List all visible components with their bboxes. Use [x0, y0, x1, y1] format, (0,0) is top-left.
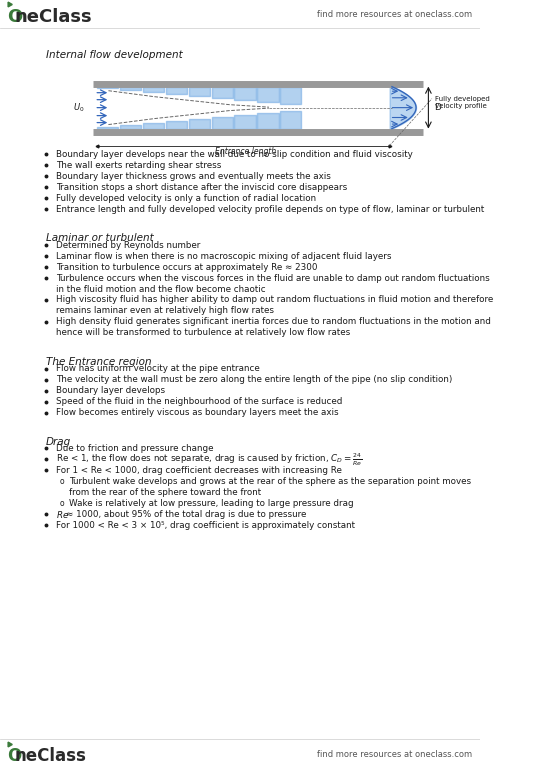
Text: High viscosity fluid has higher ability to damp out random fluctuations in fluid: High viscosity fluid has higher ability … [55, 296, 493, 304]
Text: find more resources at oneclass.com: find more resources at oneclass.com [317, 10, 473, 19]
Text: Wake is relatively at low pressure, leading to large pressure drag: Wake is relatively at low pressure, lead… [69, 499, 354, 507]
Text: Boundary layer thickness grows and eventually meets the axis: Boundary layer thickness grows and event… [55, 172, 330, 181]
Text: High density fluid generates significant inertia forces due to random fluctuatio: High density fluid generates significant… [55, 317, 490, 326]
Text: Boundary layer develops near the wall due to no slip condition and fluid viscosi: Boundary layer develops near the wall du… [55, 150, 412, 159]
Text: Fully developed velocity is only a function of radial location: Fully developed velocity is only a funct… [55, 194, 316, 203]
Text: Boundary layer develops: Boundary layer develops [55, 387, 165, 395]
Text: Determined by Reynolds number: Determined by Reynolds number [55, 241, 200, 249]
Text: o: o [60, 499, 65, 507]
Text: $U_0$: $U_0$ [73, 102, 84, 114]
Text: remains laminar even at relatively high flow rates: remains laminar even at relatively high … [55, 306, 274, 316]
Text: Transition stops a short distance after the inviscid core disappears: Transition stops a short distance after … [55, 182, 347, 192]
Text: The Entrance region: The Entrance region [46, 357, 151, 367]
Text: Turbulent wake develops and grows at the rear of the sphere as the separation po: Turbulent wake develops and grows at the… [69, 477, 471, 486]
Text: find more resources at oneclass.com: find more resources at oneclass.com [317, 751, 473, 759]
Text: Flow has uniform velocity at the pipe entrance: Flow has uniform velocity at the pipe en… [55, 364, 259, 373]
Text: Turbulence occurs when the viscous forces in the fluid are unable to damp out ra: Turbulence occurs when the viscous force… [55, 273, 489, 283]
Text: Entrance length: Entrance length [215, 146, 276, 156]
Text: O: O [7, 748, 21, 765]
Text: in the fluid motion and the flow become chaotic: in the fluid motion and the flow become … [55, 285, 265, 293]
Text: o: o [60, 477, 65, 486]
Text: neClass: neClass [15, 8, 92, 26]
Text: The velocity at the wall must be zero along the entire length of the pipe (no sl: The velocity at the wall must be zero al… [55, 375, 452, 384]
Text: hence will be transformed to turbulence at relatively low flow rates: hence will be transformed to turbulence … [55, 328, 350, 337]
Text: Laminar or turbulent: Laminar or turbulent [46, 233, 153, 243]
Text: Fully developed
velocity profile: Fully developed velocity profile [435, 95, 489, 109]
Text: For 1 < Re < 1000, drag coefficient decreases with increasing Re: For 1 < Re < 1000, drag coefficient decr… [55, 466, 342, 475]
Text: Internal flow development: Internal flow development [46, 50, 183, 60]
Text: Speed of the fluid in the neighbourhood of the surface is reduced: Speed of the fluid in the neighbourhood … [55, 397, 342, 406]
Text: $Re$: $Re$ [55, 509, 69, 520]
Text: Re < 1, the flow does not separate, drag is caused by friction, $C_D = \frac{24}: Re < 1, the flow does not separate, drag… [55, 451, 362, 467]
Text: For 1000 < Re < 3 × 10⁵, drag coefficient is approximately constant: For 1000 < Re < 3 × 10⁵, drag coefficien… [55, 521, 355, 530]
Text: Drag: Drag [46, 437, 71, 447]
Text: ≈ 1000, about 95% of the total drag is due to pressure: ≈ 1000, about 95% of the total drag is d… [66, 510, 306, 519]
Text: O: O [7, 8, 22, 26]
Text: Laminar flow is when there is no macroscopic mixing of adjacent fluid layers: Laminar flow is when there is no macrosc… [55, 252, 391, 260]
Text: D: D [434, 103, 441, 112]
Text: Due to friction and pressure change: Due to friction and pressure change [55, 444, 213, 453]
Text: neClass: neClass [15, 748, 87, 765]
Text: Entrance length and fully developed velocity profile depends on type of flow, la: Entrance length and fully developed velo… [55, 205, 484, 214]
Text: Flow becomes entirely viscous as boundary layers meet the axis: Flow becomes entirely viscous as boundar… [55, 408, 338, 417]
Text: The wall exerts retarding shear stress: The wall exerts retarding shear stress [55, 161, 221, 170]
Text: Transition to turbulence occurs at approximately Re ≈ 2300: Transition to turbulence occurs at appro… [55, 263, 317, 272]
Text: from the rear of the sphere toward the front: from the rear of the sphere toward the f… [69, 488, 261, 497]
